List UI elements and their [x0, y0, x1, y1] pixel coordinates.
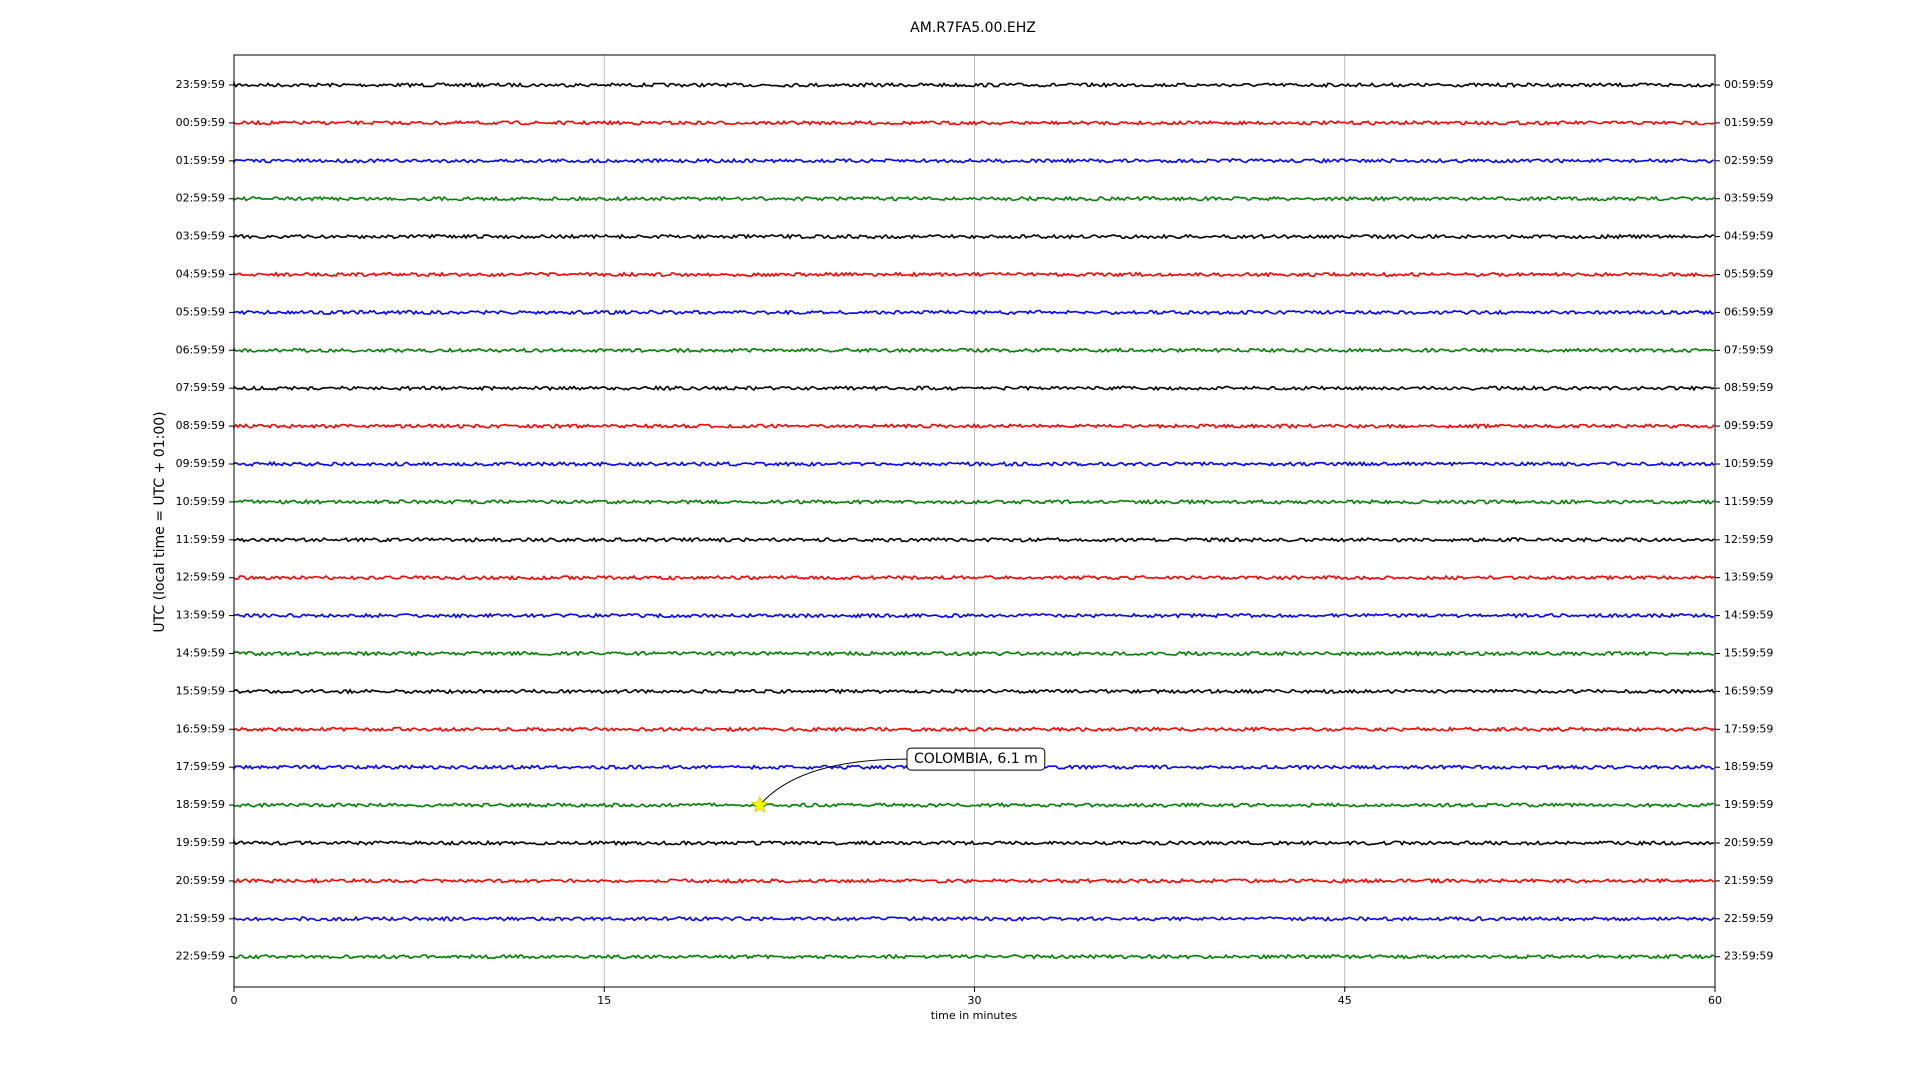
- y-tick-label: 01:59:59: [176, 154, 225, 167]
- y2-tick-label: 10:59:59: [1724, 457, 1773, 470]
- y2-tick-label: 19:59:59: [1724, 798, 1773, 811]
- y2-tick-label: 16:59:59: [1724, 684, 1773, 697]
- y-tick-label: 23:59:59: [176, 78, 225, 91]
- trace: [233, 233, 1715, 240]
- y2-tick-label: 09:59:59: [1724, 419, 1773, 432]
- y2-tick-label: 06:59:59: [1724, 305, 1773, 318]
- x-axis-label: time in minutes: [931, 1009, 1018, 1022]
- trace: [233, 195, 1715, 202]
- x-tick-label: 30: [968, 994, 982, 1007]
- y2-tick-label: 23:59:59: [1724, 950, 1773, 963]
- y2-tick-label: 05:59:59: [1724, 268, 1773, 281]
- y2-tick-label: 07:59:59: [1724, 343, 1773, 356]
- trace: [233, 726, 1715, 733]
- y2-tick-label: 14:59:59: [1724, 609, 1773, 622]
- y2-tick-label: 18:59:59: [1724, 760, 1773, 773]
- y-tick-label: 00:59:59: [176, 116, 225, 129]
- trace: [233, 574, 1715, 581]
- y-tick-label: 04:59:59: [176, 268, 225, 281]
- y2-tick-label: 12:59:59: [1724, 533, 1773, 546]
- y-tick-label: 09:59:59: [176, 457, 225, 470]
- y-tick-label: 07:59:59: [176, 381, 225, 394]
- y2-tick-label: 03:59:59: [1724, 192, 1773, 205]
- trace: [233, 80, 1715, 89]
- y-axis-label: UTC (local time = UTC + 01:00): [152, 411, 168, 632]
- trace: [233, 915, 1715, 922]
- trace: [233, 498, 1715, 506]
- y-tick-label: 15:59:59: [176, 684, 225, 697]
- trace: [233, 309, 1715, 316]
- y2-tick-label: 08:59:59: [1724, 381, 1773, 394]
- y-tick-label: 03:59:59: [176, 230, 225, 243]
- y-tick-label: 17:59:59: [176, 760, 225, 773]
- trace: [233, 802, 1715, 809]
- y-tick-label: 18:59:59: [176, 798, 225, 811]
- trace: [233, 536, 1715, 543]
- x-tick-label: 15: [597, 994, 611, 1007]
- x-tick-label: 45: [1338, 994, 1352, 1007]
- y2-tick-label: 01:59:59: [1724, 116, 1773, 129]
- y2-tick-label: 13:59:59: [1724, 571, 1773, 584]
- plot-frame: [233, 54, 1716, 988]
- trace: [233, 385, 1715, 392]
- event-star: [750, 795, 769, 813]
- chart-title: AM.R7FA5.00.EHZ: [910, 20, 1036, 36]
- y2-tick-label: 22:59:59: [1724, 912, 1773, 925]
- trace: [233, 688, 1715, 695]
- trace: [233, 877, 1715, 885]
- annotation-box: [906, 747, 1046, 771]
- y-tick-label: 14:59:59: [176, 647, 225, 660]
- y-tick-label: 12:59:59: [176, 571, 225, 584]
- y-tick-label: 21:59:59: [176, 912, 225, 925]
- y2-tick-label: 04:59:59: [1724, 230, 1773, 243]
- y-tick-label: 20:59:59: [176, 874, 225, 887]
- y-tick-label: 11:59:59: [176, 533, 225, 546]
- trace: [233, 612, 1715, 619]
- annotation-arrow: [759, 758, 908, 806]
- trace: [233, 838, 1715, 847]
- y-tick-label: 10:59:59: [176, 495, 225, 508]
- y2-tick-label: 17:59:59: [1724, 722, 1773, 735]
- y-tick-label: 05:59:59: [176, 305, 225, 318]
- y-tick-label: 16:59:59: [176, 722, 225, 735]
- y-tick-label: 22:59:59: [176, 950, 225, 963]
- y2-tick-label: 15:59:59: [1724, 647, 1773, 660]
- trace: [233, 422, 1715, 430]
- y-tick-label: 13:59:59: [176, 609, 225, 622]
- trace: [233, 347, 1715, 354]
- x-tick-label: 60: [1708, 994, 1722, 1007]
- y-tick-label: 08:59:59: [176, 419, 225, 432]
- trace: [233, 271, 1715, 278]
- annotation-label: COLOMBIA, 6.1 m: [914, 751, 1038, 767]
- trace: [233, 650, 1715, 657]
- trace: [233, 460, 1715, 468]
- trace: [233, 953, 1715, 960]
- y2-tick-label: 21:59:59: [1724, 874, 1773, 887]
- y-tick-label: 06:59:59: [176, 343, 225, 356]
- y2-tick-label: 11:59:59: [1724, 495, 1773, 508]
- y-tick-label: 02:59:59: [176, 192, 225, 205]
- y2-tick-label: 02:59:59: [1724, 154, 1773, 167]
- y2-tick-label: 20:59:59: [1724, 836, 1773, 849]
- trace: [233, 119, 1715, 126]
- y2-tick-label: 00:59:59: [1724, 78, 1773, 91]
- x-tick-label: 0: [231, 994, 238, 1007]
- trace: [233, 157, 1715, 165]
- y-tick-label: 19:59:59: [176, 836, 225, 849]
